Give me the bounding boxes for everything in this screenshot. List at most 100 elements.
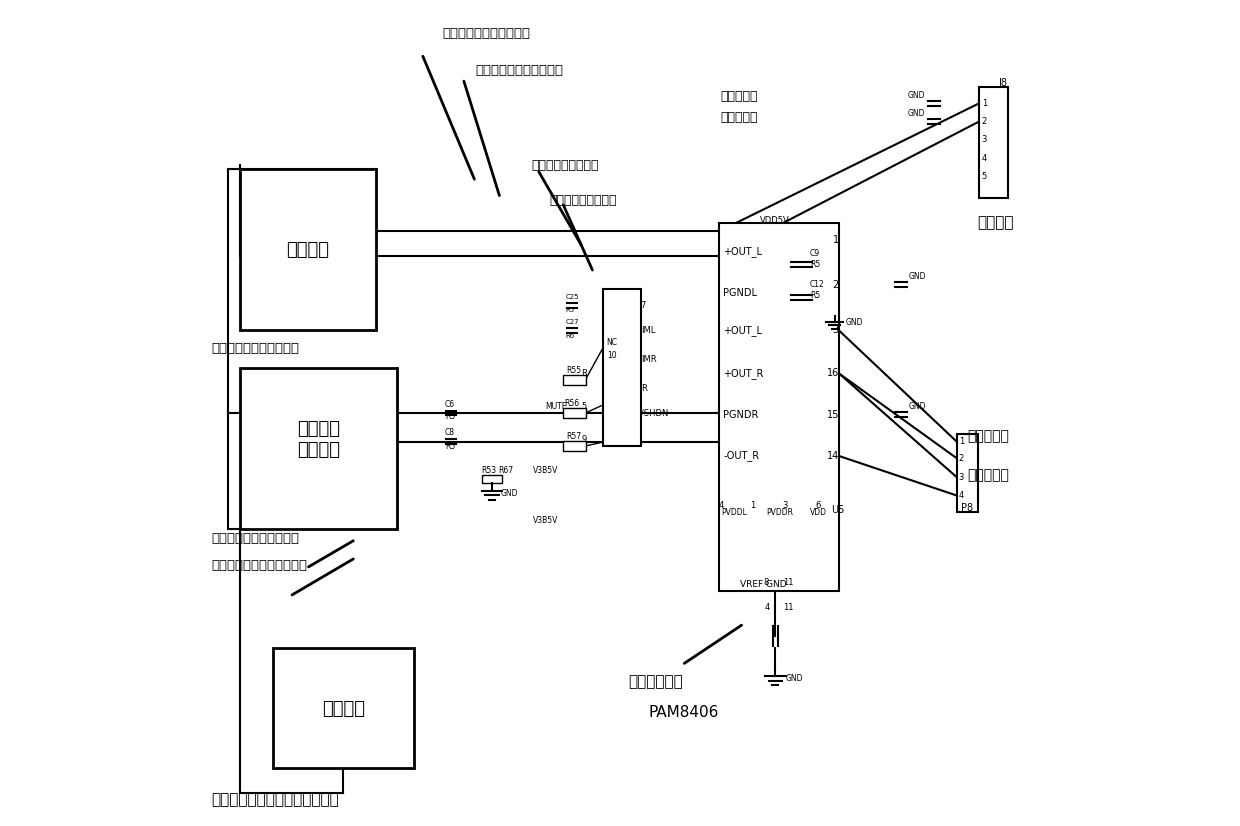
Text: 音频模块: 音频模块 — [286, 241, 330, 259]
Text: VDD: VDD — [810, 508, 827, 516]
Text: R67: R67 — [498, 467, 513, 475]
Text: GND: GND — [785, 675, 802, 683]
Bar — [563, 441, 587, 450]
Text: GND: GND — [908, 110, 925, 118]
Bar — [604, 289, 641, 446]
Text: 4: 4 — [982, 154, 987, 163]
Text: 5: 5 — [982, 173, 987, 181]
Text: C9: C9 — [810, 249, 820, 258]
Text: 音频功放芯片: 音频功放芯片 — [629, 674, 683, 689]
Text: PGNDR: PGNDR — [723, 410, 759, 420]
Text: R5: R5 — [445, 412, 455, 420]
Text: V3B5V: V3B5V — [533, 516, 559, 525]
Text: 9: 9 — [582, 435, 587, 444]
Text: 右声道音频信号通道: 右声道音频信号通道 — [549, 194, 618, 207]
Text: 4: 4 — [765, 603, 770, 611]
Text: GND: GND — [908, 92, 925, 100]
Text: /SHDN: /SHDN — [641, 409, 668, 417]
Text: 6: 6 — [816, 501, 821, 510]
Text: 14: 14 — [827, 451, 839, 461]
Text: VREF GND: VREF GND — [740, 581, 786, 589]
Text: MUTE: MUTE — [546, 402, 567, 411]
Text: J8: J8 — [998, 78, 1007, 88]
Text: PVDDR: PVDDR — [766, 508, 792, 516]
Text: 1: 1 — [750, 501, 755, 510]
Text: 2: 2 — [982, 117, 987, 126]
Text: 7: 7 — [641, 301, 646, 310]
Text: GND: GND — [909, 273, 926, 281]
Text: R5: R5 — [810, 292, 820, 300]
Text: GND: GND — [500, 489, 518, 497]
Text: P8: P8 — [961, 503, 973, 513]
Text: 1: 1 — [982, 99, 987, 107]
Text: 8: 8 — [764, 578, 769, 586]
Text: -OUT_R: -OUT_R — [723, 450, 759, 462]
Text: R5: R5 — [445, 442, 455, 450]
Bar — [273, 648, 413, 768]
Text: 3: 3 — [959, 473, 963, 482]
Text: 通讯模块音频信号输出忙线: 通讯模块音频信号输出忙线 — [211, 559, 308, 572]
Text: 主控芯片: 主控芯片 — [322, 700, 365, 718]
Text: 15: 15 — [827, 410, 839, 420]
Text: GND: GND — [909, 402, 926, 411]
Text: 音频模块左声道音频信号: 音频模块左声道音频信号 — [443, 26, 531, 40]
Text: PGNDL: PGNDL — [723, 288, 758, 298]
Text: 左声道音频信号通道: 左声道音频信号通道 — [532, 159, 599, 172]
Bar — [719, 223, 839, 591]
Text: 4: 4 — [718, 501, 723, 510]
Text: 耳机右声道: 耳机右声道 — [720, 111, 759, 124]
Text: 通讯模块
音频输出: 通讯模块 音频输出 — [298, 420, 340, 458]
Text: NC: NC — [606, 339, 618, 347]
Text: 11: 11 — [784, 603, 794, 611]
Text: 1: 1 — [959, 438, 963, 446]
Text: 2: 2 — [832, 280, 839, 290]
Text: 耳机左声道: 耳机左声道 — [720, 90, 759, 103]
Text: +OUT_L: +OUT_L — [723, 325, 763, 336]
Text: GND: GND — [846, 318, 863, 326]
Text: +OUT_L: +OUT_L — [723, 246, 763, 258]
Text: PVDDL: PVDDL — [720, 508, 746, 516]
Text: R53: R53 — [481, 467, 496, 475]
Text: C25: C25 — [565, 294, 579, 301]
Bar — [957, 434, 977, 512]
Bar — [563, 409, 587, 418]
Text: R57: R57 — [567, 432, 582, 440]
Text: U5: U5 — [831, 505, 844, 515]
Text: C12: C12 — [810, 281, 825, 289]
Text: R: R — [582, 369, 587, 377]
Text: R5: R5 — [565, 306, 574, 313]
Text: PAM8406: PAM8406 — [649, 705, 719, 719]
Text: +OUT_R: +OUT_R — [723, 368, 764, 379]
Bar — [241, 368, 397, 529]
Text: 2: 2 — [959, 454, 963, 463]
Text: 11: 11 — [784, 578, 794, 586]
Bar — [563, 375, 587, 384]
Bar — [241, 169, 376, 330]
Text: 音频模块右声道音频信号: 音频模块右声道音频信号 — [475, 64, 563, 77]
Text: VDD5V: VDD5V — [760, 216, 790, 225]
Text: R: R — [641, 384, 646, 392]
Text: 右声道喇叭: 右声道喇叭 — [967, 468, 1009, 482]
Text: 左声道喇叭: 左声道喇叭 — [967, 430, 1009, 443]
Text: 通讯模块左声道音频信号: 通讯模块左声道音频信号 — [211, 342, 299, 355]
Text: IML: IML — [641, 326, 655, 335]
Text: 1: 1 — [833, 235, 839, 244]
Text: R5: R5 — [810, 260, 820, 268]
Text: C8: C8 — [445, 429, 455, 437]
Text: 串口控制音频模块是否输出语音: 串口控制音频模块是否输出语音 — [211, 792, 339, 807]
Text: 通讯模块右声道音频信号: 通讯模块右声道音频信号 — [211, 532, 299, 545]
Text: R6: R6 — [565, 333, 574, 339]
Text: IMR: IMR — [641, 355, 656, 363]
Text: R55: R55 — [567, 366, 582, 374]
Text: 16: 16 — [827, 368, 839, 378]
Text: 3: 3 — [833, 325, 839, 335]
Bar — [481, 475, 502, 483]
Text: V3B5V: V3B5V — [533, 467, 559, 475]
Text: 5: 5 — [582, 402, 587, 411]
Text: 4: 4 — [959, 491, 963, 500]
Text: R56: R56 — [564, 399, 580, 407]
Text: 耳机接口: 耳机接口 — [977, 216, 1013, 230]
Text: C6: C6 — [445, 401, 455, 409]
Text: 3: 3 — [982, 135, 987, 144]
Bar — [980, 87, 1008, 198]
